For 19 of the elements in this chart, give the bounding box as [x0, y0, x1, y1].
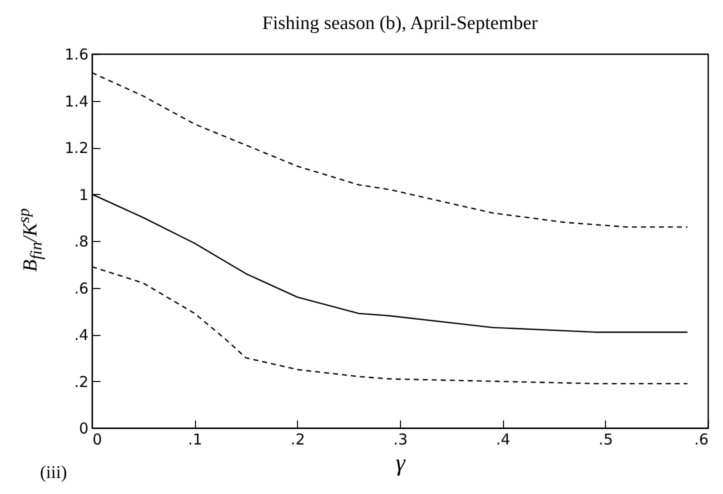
y-tick-label: 1.2	[64, 139, 88, 157]
chart-title: Fishing season (b), April-September	[262, 13, 538, 34]
x-tick-label: .2	[290, 430, 305, 448]
y-tick-label: 0	[78, 420, 88, 438]
x-tick-label: .6	[694, 430, 708, 448]
y-tick-label: .8	[74, 232, 88, 250]
x-axis-title: γ	[396, 450, 406, 476]
y-tick-label: .4	[74, 326, 88, 344]
x-tick-label: .3	[393, 430, 408, 448]
x-tick-label: .1	[188, 430, 202, 448]
x-tick-label: 0	[92, 430, 102, 448]
x-tick-label: .5	[598, 430, 613, 448]
y-tick-label: .2	[74, 372, 88, 391]
y-tick-label: .6	[74, 279, 88, 298]
x-tick-label: .4	[496, 430, 510, 448]
y-tick-label: 1.4	[64, 92, 88, 110]
text: (iii)	[40, 462, 67, 483]
y-tick-label: 1.6	[64, 46, 88, 64]
y-tick-label: 1	[78, 186, 88, 204]
